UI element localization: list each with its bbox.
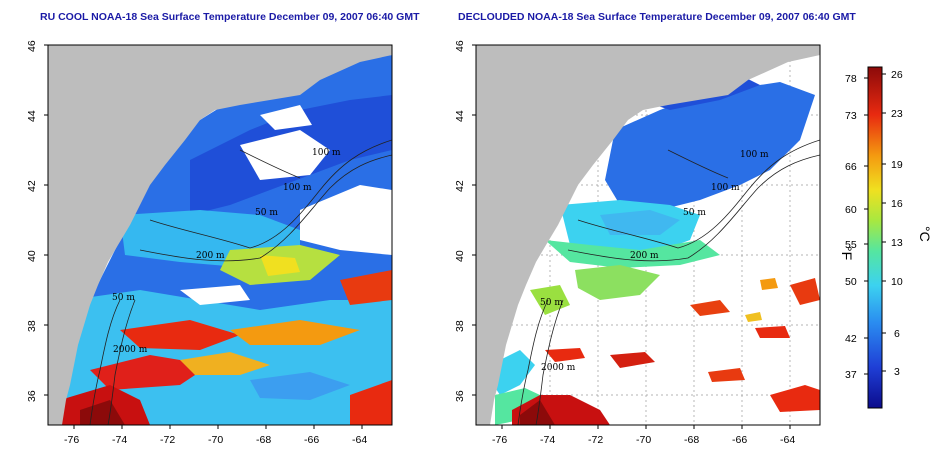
left-contour-labels: 100 m 100 m 50 m 200 m 50 m 2000 m	[112, 148, 341, 355]
left-sst-field	[48, 55, 392, 425]
right-contours	[517, 139, 820, 425]
fahrenheit-tick-label: 42	[845, 333, 857, 345]
right-contour-label: 100 m	[740, 150, 769, 160]
right-contour-labels: 100 m 100 m 50 m 200 m 50 m 2000 m	[540, 150, 769, 373]
left-map: 100 m 100 m 50 m 200 m 50 m 2000 m	[48, 45, 392, 425]
celsius-tick-label: 16	[891, 198, 903, 210]
right-contour-label: 200 m	[630, 251, 659, 261]
lat-tick-label: 36	[26, 390, 38, 402]
fahrenheit-tick-label: 55	[845, 239, 857, 251]
celsius-tick-label: 26	[891, 69, 903, 81]
right-contour-label: 100 m	[711, 183, 740, 193]
right-map-title: DECLOUDED NOAA-18 Sea Surface Temperatur…	[458, 11, 856, 23]
celsius-tick-label: 13	[891, 237, 903, 249]
colorbar-celsius-ticks	[882, 73, 886, 372]
fahrenheit-unit-label: °F	[839, 246, 855, 260]
celsius-tick-label: 23	[891, 108, 903, 120]
fahrenheit-tick-label: 60	[845, 204, 857, 216]
left-lon-axis	[73, 425, 363, 429]
left-contour-label: 2000 m	[113, 345, 148, 355]
left-lat-labels: 46 44 42 40 38 36	[26, 40, 38, 402]
lat-tick-label: 38	[26, 320, 38, 332]
lon-tick-label: -72	[160, 434, 175, 446]
lon-tick-label: -74	[540, 434, 555, 446]
left-contour-label: 50 m	[112, 293, 135, 303]
right-sst-field	[490, 75, 820, 425]
lon-tick-label: -66	[304, 434, 319, 446]
colorbar-celsius-labels: 26 23 19 16 13 10 6 3	[891, 69, 903, 378]
fahrenheit-tick-label: 73	[845, 110, 857, 122]
lat-tick-label: 42	[454, 180, 466, 192]
lon-tick-label: -68	[256, 434, 271, 446]
lon-tick-label: -64	[352, 434, 367, 446]
right-lat-axis	[472, 44, 476, 396]
fahrenheit-tick-label: 78	[845, 73, 857, 85]
fahrenheit-tick-label: 66	[845, 161, 857, 173]
lon-tick-label: -72	[588, 434, 603, 446]
lat-tick-label: 44	[26, 110, 38, 122]
left-map-frame	[47, 44, 393, 426]
lat-tick-label: 36	[454, 390, 466, 402]
celsius-unit-label: °C	[917, 226, 933, 242]
right-contour-label: 50 m	[683, 208, 706, 218]
right-lon-axis	[501, 425, 791, 429]
lat-tick-label: 42	[26, 180, 38, 192]
lon-tick-label: -76	[64, 434, 79, 446]
right-map-frame	[475, 44, 821, 426]
lon-tick-label: -74	[112, 434, 127, 446]
right-contour-label: 2000 m	[541, 363, 576, 373]
right-lat-labels: 46 44 42 40 38 36	[454, 40, 466, 402]
left-contour-label: 100 m	[312, 148, 341, 158]
left-contour-label: 100 m	[283, 183, 312, 193]
celsius-tick-label: 6	[894, 328, 900, 340]
lon-tick-label: -64	[780, 434, 795, 446]
colorbar-gradient	[867, 66, 883, 409]
right-lon-labels: -76 -74 -72 -70 -68 -66 -64	[492, 434, 795, 446]
left-lat-axis	[44, 44, 48, 396]
lat-tick-label: 44	[454, 110, 466, 122]
left-lon-labels: -76 -74 -72 -70 -68 -66 -64	[64, 434, 367, 446]
lat-tick-label: 40	[454, 250, 466, 262]
fahrenheit-tick-label: 50	[845, 276, 857, 288]
colorbar-fahrenheit-labels: 78 73 66 60 55 50 42 37	[845, 73, 857, 381]
right-contour-label: 50 m	[540, 298, 563, 308]
lon-tick-label: -70	[208, 434, 223, 446]
celsius-tick-label: 3	[894, 366, 900, 378]
lat-tick-label: 46	[454, 40, 466, 52]
lat-tick-label: 40	[26, 250, 38, 262]
lat-tick-label: 38	[454, 320, 466, 332]
lon-tick-label: -68	[684, 434, 699, 446]
colorbar-fahrenheit-ticks	[864, 77, 868, 375]
lon-tick-label: -76	[492, 434, 507, 446]
right-land	[476, 45, 820, 425]
right-map: 100 m 100 m 50 m 200 m 50 m 2000 m	[476, 45, 820, 425]
left-land	[48, 45, 392, 425]
left-contour-label: 200 m	[196, 251, 225, 261]
fahrenheit-tick-label: 37	[845, 369, 857, 381]
lat-tick-label: 46	[26, 40, 38, 52]
left-map-title: RU COOL NOAA-18 Sea Surface Temperature …	[40, 11, 420, 23]
lon-tick-label: -70	[636, 434, 651, 446]
celsius-tick-label: 19	[891, 159, 903, 171]
celsius-tick-label: 10	[891, 276, 903, 288]
colorbar: 78 73 66 60 55 50 42 37 26 23 19 16 13 1…	[839, 66, 933, 409]
left-contour-label: 50 m	[255, 208, 278, 218]
lon-tick-label: -66	[732, 434, 747, 446]
left-contours	[89, 139, 392, 425]
